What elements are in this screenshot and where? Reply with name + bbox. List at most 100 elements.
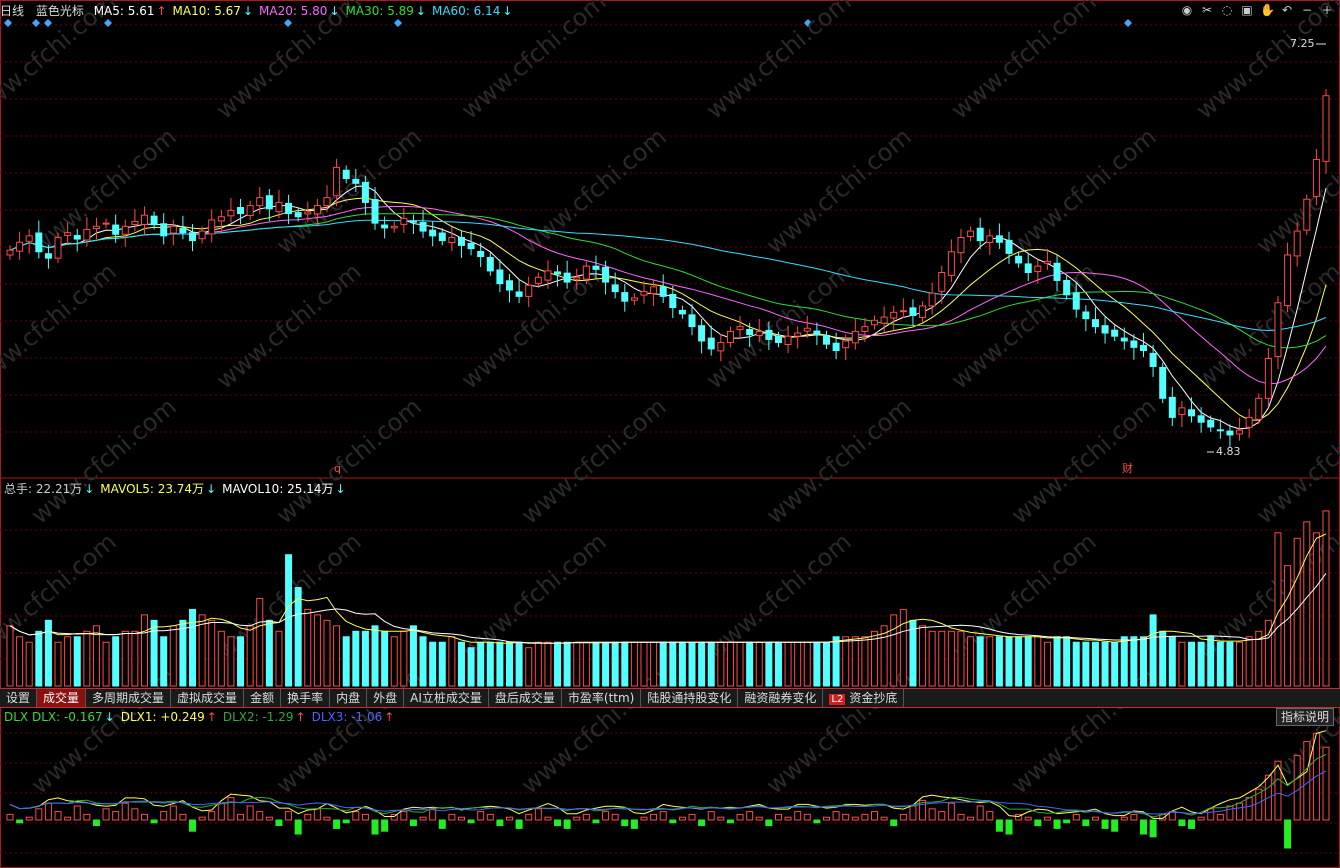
- volume-bar: [208, 619, 216, 687]
- dlx-bar: [957, 813, 965, 821]
- dlx-bar: [1197, 816, 1205, 821]
- candle-body: [774, 336, 782, 344]
- tab-label: 市盈率(ttm): [567, 691, 635, 705]
- volume-bar: [1236, 641, 1244, 687]
- volume-bar: [592, 641, 600, 687]
- candle-body: [755, 330, 763, 337]
- dlx-bar: [92, 819, 100, 827]
- tab-5[interactable]: 换手率: [281, 689, 331, 707]
- volume-bar: [381, 630, 389, 687]
- candle-body: [976, 227, 984, 242]
- candle-body: [1178, 407, 1186, 416]
- vol-legend-1: MAVOL5: 23.74万: [100, 482, 205, 496]
- volume-bar: [1043, 641, 1051, 687]
- tab-3[interactable]: 虚拟成交量: [171, 689, 245, 707]
- dlx-bar: [1178, 819, 1186, 827]
- candle-body: [342, 169, 350, 180]
- eye-icon[interactable]: ◉: [1181, 3, 1193, 17]
- dlx-bar: [1303, 741, 1311, 821]
- candle-body: [83, 229, 91, 241]
- volume-bar: [1312, 532, 1320, 687]
- candle-body: [842, 340, 850, 349]
- dlx-bar: [1082, 819, 1090, 827]
- volume-bar: [736, 641, 744, 687]
- tab-label: 金额: [250, 691, 275, 705]
- candle-body: [496, 269, 504, 285]
- candle-body: [1284, 254, 1292, 307]
- volume-bar: [1091, 641, 1099, 687]
- candle-body: [409, 220, 417, 223]
- candle-body: [1236, 429, 1244, 435]
- volume-bar: [486, 641, 494, 687]
- tab-7[interactable]: 外盘: [367, 689, 405, 707]
- volume-bar: [851, 636, 859, 687]
- volume-bar: [256, 597, 264, 687]
- candle-body: [390, 225, 398, 229]
- candle-body: [909, 307, 917, 316]
- volume-bar: [131, 630, 139, 687]
- vol-legend-2: MAVOL10: 25.14万: [222, 482, 334, 496]
- candle-body: [659, 286, 667, 297]
- dlx-bar: [371, 819, 379, 835]
- candle-body: [1015, 255, 1023, 264]
- minus-icon[interactable]: −: [1301, 3, 1313, 17]
- tab-0[interactable]: 设置: [0, 689, 38, 707]
- ma-arrow-2: ↓: [329, 4, 340, 18]
- dlx-legend-2: DLX2: -1.29: [222, 710, 294, 724]
- volume-bar: [861, 636, 869, 687]
- plus-icon[interactable]: +: [1321, 3, 1333, 17]
- lock-icon[interactable]: ▣: [1241, 3, 1253, 17]
- tab-9[interactable]: 盘后成交量: [489, 689, 562, 707]
- volume-bar: [813, 641, 821, 687]
- volume-bar: [496, 641, 504, 687]
- candle-body: [1063, 279, 1071, 296]
- candle-body: [1216, 429, 1224, 432]
- candle-body: [563, 272, 571, 283]
- tab-1[interactable]: 成交量: [37, 689, 87, 707]
- dlx-bar: [1236, 802, 1244, 821]
- tab-12[interactable]: 融资融券变化: [738, 689, 824, 707]
- dlx-bar: [448, 813, 456, 821]
- hand-icon[interactable]: ✋: [1260, 3, 1275, 17]
- indicator-help-button[interactable]: 指标说明: [1275, 708, 1334, 726]
- volume-bar: [1197, 641, 1205, 687]
- dlx-bar: [1149, 819, 1157, 838]
- dlx-bar: [928, 808, 936, 821]
- tab-4[interactable]: 金额: [244, 689, 282, 707]
- tab-11[interactable]: 陆股通持股变化: [641, 689, 739, 707]
- volume-bar: [285, 554, 293, 687]
- dlx-bar: [227, 797, 235, 821]
- dlx-bar: [1207, 808, 1215, 821]
- candle-body: [140, 214, 148, 225]
- candle-body: [986, 235, 994, 244]
- tab-8[interactable]: AI立桩成交量: [404, 689, 489, 707]
- volume-bar: [678, 641, 686, 687]
- candle-body: [285, 202, 293, 215]
- tab-2[interactable]: 多周期成交量: [86, 689, 172, 707]
- low-price-label: 4.83: [1216, 445, 1241, 458]
- dlx-bar: [534, 808, 542, 821]
- candle-body: [861, 326, 869, 332]
- dlx-bar: [275, 819, 283, 827]
- dlx-bar: [659, 811, 667, 821]
- volume-bar: [16, 636, 24, 687]
- dlx-bar: [803, 813, 811, 821]
- bulb-icon[interactable]: ◌: [1221, 3, 1233, 17]
- scissors-icon[interactable]: ✂: [1201, 3, 1213, 17]
- tab-13[interactable]: L2 资金抄底: [823, 689, 905, 707]
- volume-bar: [784, 641, 792, 687]
- tab-10[interactable]: 市盈率(ttm): [562, 689, 642, 707]
- dlx-bar: [784, 816, 792, 821]
- tab-6[interactable]: 内盘: [330, 689, 368, 707]
- dlx-bar: [313, 808, 321, 821]
- dlx-bar: [1274, 760, 1282, 821]
- volume-bar: [400, 630, 408, 687]
- dlx-bar: [1072, 813, 1080, 821]
- candle-body: [73, 235, 81, 240]
- tab-label: 设置: [6, 691, 31, 705]
- volume-bar: [707, 641, 715, 687]
- undo-icon[interactable]: ↶: [1281, 3, 1293, 17]
- volume-bar: [1130, 636, 1138, 687]
- candle-body: [1139, 344, 1147, 352]
- volume-bar: [73, 636, 81, 687]
